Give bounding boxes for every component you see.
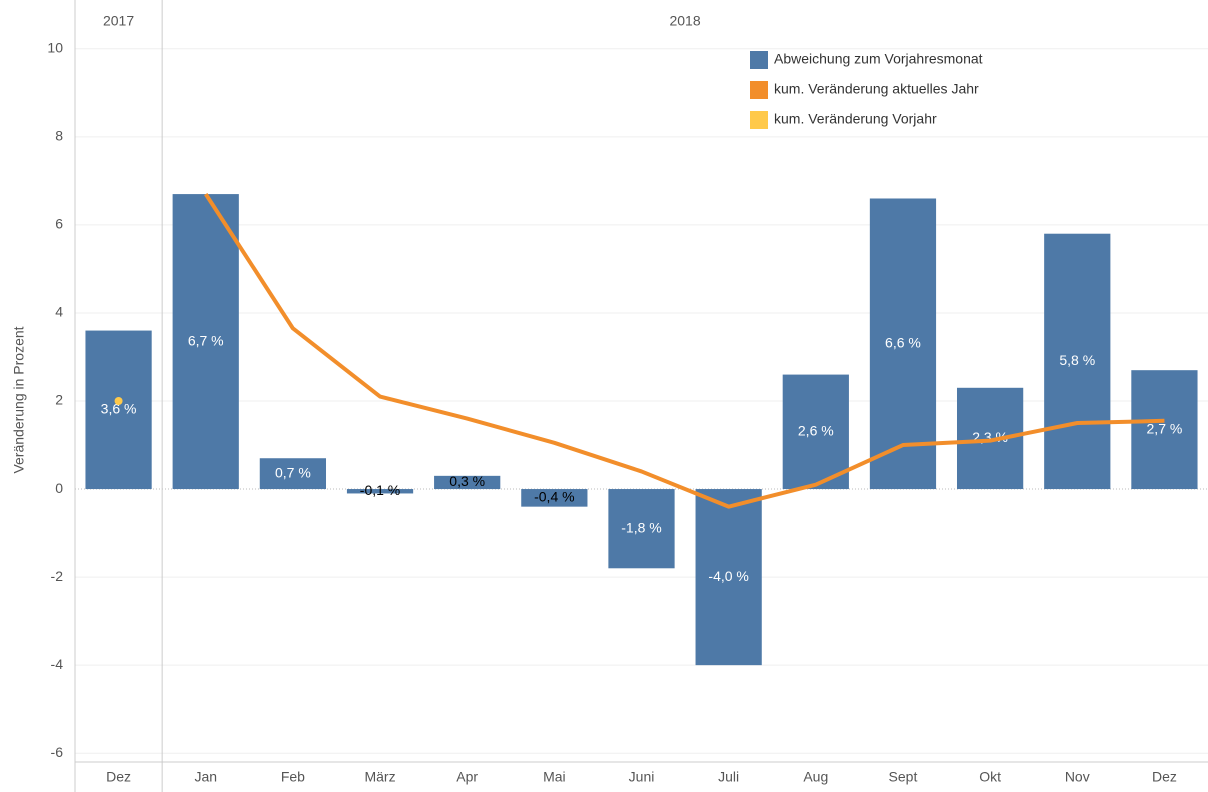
x-tick-label: Apr bbox=[456, 769, 478, 785]
y-tick-label: 4 bbox=[55, 304, 63, 320]
bar bbox=[1044, 233, 1111, 490]
x-tick-label: Dez bbox=[106, 769, 131, 785]
value-label: 2,6 % bbox=[798, 423, 834, 439]
x-tick-label: Mai bbox=[543, 769, 566, 785]
value-label: 0,7 % bbox=[275, 464, 311, 480]
bar bbox=[782, 374, 849, 490]
y-axis-label: Veränderung in Prozent bbox=[11, 326, 27, 473]
legend-swatch bbox=[750, 111, 768, 129]
bar bbox=[85, 330, 152, 490]
value-label: -1,8 % bbox=[621, 519, 661, 535]
value-label: -0,1 % bbox=[360, 482, 400, 498]
value-label: 2,7 % bbox=[1147, 420, 1183, 436]
value-label: -4,0 % bbox=[708, 568, 748, 584]
legend-label: kum. Veränderung Vorjahr bbox=[774, 111, 937, 127]
y-tick-label: 6 bbox=[55, 216, 63, 232]
bar bbox=[869, 198, 937, 490]
x-tick-label: Okt bbox=[979, 769, 1001, 785]
value-label: -0,4 % bbox=[534, 489, 574, 505]
year-header: 2018 bbox=[669, 13, 700, 29]
x-tick-label: Sept bbox=[889, 769, 918, 785]
y-tick-label: -2 bbox=[51, 568, 64, 584]
y-tick-label: 8 bbox=[55, 128, 63, 144]
legend-label: Abweichung zum Vorjahresmonat bbox=[774, 51, 983, 67]
value-label: 0,3 % bbox=[449, 473, 485, 489]
bar bbox=[956, 387, 1024, 490]
legend-swatch bbox=[750, 51, 768, 69]
bar bbox=[259, 458, 327, 490]
x-tick-label: Nov bbox=[1065, 769, 1090, 785]
x-tick-label: Aug bbox=[803, 769, 828, 785]
value-label: 5,8 % bbox=[1059, 352, 1095, 368]
bar bbox=[172, 194, 239, 490]
line bbox=[204, 192, 1165, 509]
x-tick-label: Juli bbox=[718, 769, 739, 785]
y-tick-label: 2 bbox=[55, 392, 63, 408]
legend-swatch bbox=[750, 81, 768, 99]
y-tick-label: 10 bbox=[47, 40, 63, 56]
point bbox=[114, 397, 123, 405]
bar bbox=[608, 489, 675, 569]
value-label: 6,6 % bbox=[885, 334, 921, 350]
x-tick-label: Dez bbox=[1152, 769, 1177, 785]
y-tick-label: 0 bbox=[55, 480, 63, 496]
bar bbox=[1131, 370, 1198, 490]
bar bbox=[695, 489, 762, 666]
bar bbox=[346, 489, 414, 494]
bar bbox=[521, 489, 588, 507]
x-tick-label: Feb bbox=[281, 769, 305, 785]
y-tick-label: -6 bbox=[51, 744, 64, 760]
x-tick-label: Jan bbox=[194, 769, 217, 785]
y-tick-label: -4 bbox=[51, 656, 64, 672]
x-tick-label: März bbox=[364, 769, 395, 785]
year-header: 2017 bbox=[103, 13, 134, 29]
value-label: 3,6 % bbox=[101, 401, 137, 417]
x-tick-label: Juni bbox=[629, 769, 655, 785]
value-label: 6,7 % bbox=[188, 332, 224, 348]
bar bbox=[434, 475, 501, 490]
legend-label: kum. Veränderung aktuelles Jahr bbox=[774, 81, 979, 97]
